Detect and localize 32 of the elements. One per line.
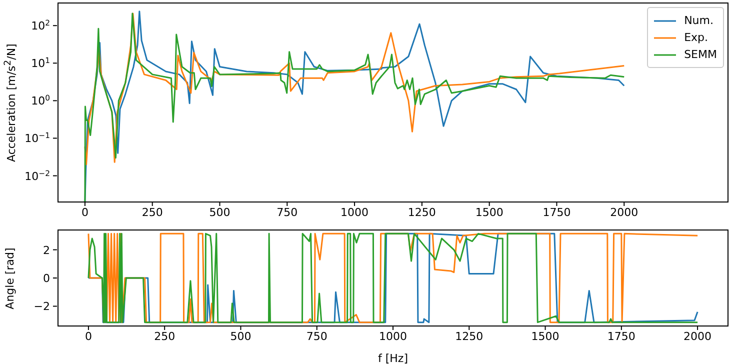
- y-tick-label: 10$^{−2}$: [24, 168, 50, 183]
- y-tick-label: 10$^{2}$: [31, 18, 50, 33]
- x-tick-label: 1750: [607, 330, 636, 343]
- x-tick-label: 1250: [455, 330, 484, 343]
- legend-label: Exp.: [684, 31, 708, 44]
- x-tick-label: 2000: [610, 206, 638, 219]
- y-axis-title: Angle [rad]: [4, 247, 17, 309]
- x-tick-label: 500: [209, 206, 230, 219]
- x-tick-label: 1500: [531, 330, 560, 343]
- x-tick-label: 0: [81, 206, 88, 219]
- x-tick-label: 250: [154, 330, 176, 343]
- y-tick-label: 2: [43, 244, 50, 257]
- x-tick-label: 2000: [684, 330, 712, 343]
- y-tick-label: 10$^{1}$: [31, 56, 50, 70]
- x-axis-title: f [Hz]: [378, 352, 408, 364]
- x-tick-label: 750: [276, 206, 298, 219]
- x-tick-label: 1000: [340, 206, 369, 219]
- x-tick-label: 500: [230, 330, 252, 343]
- legend-label: SEMM: [684, 48, 717, 61]
- x-tick-label: 1000: [379, 330, 407, 343]
- x-tick-label: 1750: [542, 206, 571, 219]
- line-series: [84, 12, 625, 166]
- x-tick-label: 1250: [408, 206, 436, 219]
- y-tick-label: 0: [43, 272, 50, 285]
- y-tick-label: −2: [34, 300, 50, 314]
- y-tick-label: 10$^{0}$: [31, 93, 50, 108]
- x-tick-label: 750: [306, 330, 328, 343]
- y-tick-label: 10$^{−1}$: [24, 130, 50, 146]
- legend-label: Num.: [684, 14, 714, 27]
- x-tick-label: 250: [142, 206, 163, 219]
- x-tick-label: 1500: [475, 206, 504, 219]
- x-tick-label: 0: [84, 330, 92, 343]
